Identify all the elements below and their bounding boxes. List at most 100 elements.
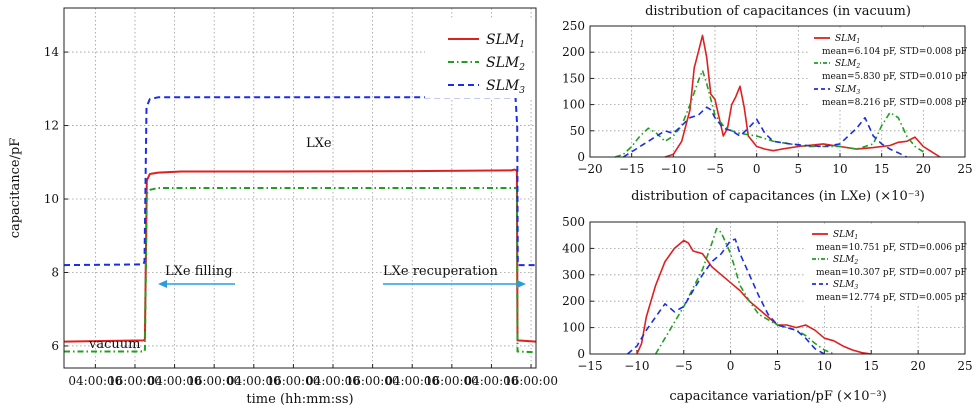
y-tick-label: 100	[562, 98, 585, 112]
y-tick-label: 400	[562, 241, 585, 255]
lxe-distribution-chart: 0 100 200 300 400 500 −15 −10 −5 0 5 10 15 20 25 capa…	[562, 215, 973, 404]
legend-label-slm2: SLM2	[486, 55, 525, 73]
x-tick-label: 5	[795, 162, 803, 176]
y-tick-labels: 6 8 10 12 14	[44, 45, 60, 353]
series-line-slm1	[664, 34, 941, 158]
legend-label-slm1: SLM1	[835, 34, 860, 45]
legend-box	[808, 30, 962, 110]
legend: SLM1 mean=6.104 pF, STD=0.008 pF SLM2 me…	[808, 30, 967, 110]
legend: SLM1 SLM2 SLM3	[425, 20, 532, 98]
legend-label-slm1: SLM1	[833, 230, 858, 241]
x-tick-label: −15	[619, 162, 644, 176]
legend-stats-slm2: mean=10.307 pF, STD=0.007 pF	[816, 268, 967, 278]
series-line-slm3	[622, 106, 908, 158]
legend-stats-slm3: mean=8.216 pF, STD=0.008 pF	[822, 98, 967, 108]
legend-label-slm3: SLM3	[835, 85, 860, 96]
x-tick-labels: −15 −10 −5 0 5 10 15 20 25	[577, 359, 972, 373]
y-tick-labels: 0 50 100 150 200 250	[562, 19, 585, 164]
x-tick-label: 04:00:00	[464, 374, 518, 388]
filling-annotation: LXe filling	[165, 264, 233, 279]
legend-label-slm1: SLM1	[486, 32, 525, 50]
plot-frame	[589, 25, 966, 158]
vacuum-distribution-chart: distribution of capacitances (in vacuum)…	[562, 4, 973, 204]
series-group	[614, 34, 941, 158]
x-tick-label: 16:00:00	[504, 374, 558, 388]
y-tick-label: 8	[51, 265, 59, 279]
y-tick-label: 250	[562, 19, 585, 33]
legend-box	[806, 226, 963, 306]
x-tick-label: 04:00:00	[227, 374, 281, 388]
x-axis-label: distribution of capacitances (in LXe) (×…	[631, 189, 925, 204]
x-tick-label: 16:00:00	[108, 374, 162, 388]
x-tick-label: 0	[727, 359, 735, 373]
filling-arrow-head	[158, 280, 167, 288]
series-line-slm2	[64, 187, 537, 354]
y-tick-label: 0	[577, 347, 585, 361]
x-tick-label: −15	[577, 359, 602, 373]
x-tick-label: 20	[910, 359, 925, 373]
x-tick-label: −5	[706, 162, 724, 176]
y-tick-label: 10	[44, 192, 59, 206]
x-tick-label: −5	[675, 359, 693, 373]
plot-frame	[589, 221, 966, 355]
series-line-slm1	[63, 168, 537, 343]
x-tick-label: 04:00:00	[68, 374, 122, 388]
x-axis-label: capacitance variation/pF (×10⁻³)	[669, 389, 886, 404]
series-line-slm3	[63, 96, 536, 267]
legend: SLM1 mean=10.751 pF, STD=0.006 pF SLM2 m…	[806, 226, 967, 306]
legend-stats-slm3: mean=12.774 pF, STD=0.005 pF	[816, 293, 967, 303]
y-tick-label: 150	[562, 71, 585, 85]
y-tick-label: 6	[51, 339, 59, 353]
y-tick-label: 50	[570, 124, 585, 138]
y-tick-label: 100	[562, 321, 585, 335]
chart-title: distribution of capacitances (in vacuum)	[645, 4, 911, 19]
x-tick-label: 0	[753, 162, 761, 176]
series-line-slm1	[636, 239, 872, 355]
legend-stats-slm2: mean=5.830 pF, STD=0.010 pF	[822, 72, 967, 82]
x-tick-label: −20	[577, 162, 602, 176]
y-tick-label: 0	[577, 150, 585, 164]
series-group	[63, 96, 537, 354]
x-tick-label: 25	[957, 359, 972, 373]
legend-stats-slm1: mean=10.751 pF, STD=0.006 pF	[816, 243, 967, 253]
series-group	[626, 227, 872, 355]
x-tick-label: −10	[624, 359, 649, 373]
y-tick-label: 300	[562, 268, 585, 282]
vacuum-annotation: vacuum	[88, 337, 140, 352]
legend-label-slm3: SLM3	[833, 280, 858, 291]
x-tick-label: 04:00:00	[385, 374, 439, 388]
recuperation-annotation: LXe recuperation	[383, 264, 498, 279]
legend-label-slm3: SLM3	[486, 78, 525, 96]
x-tick-label: 10	[817, 359, 832, 373]
x-tick-label: 16:00:00	[346, 374, 400, 388]
legend-stats-slm1: mean=6.104 pF, STD=0.008 pF	[822, 47, 967, 57]
y-tick-label: 200	[562, 45, 585, 59]
recuperation-arrow-head	[517, 280, 526, 288]
x-tick-label: 15	[874, 162, 889, 176]
x-tick-labels: −20 −15 −10 −5 0 5 10 15 20 25	[577, 162, 972, 176]
legend-label-slm2: SLM2	[833, 255, 858, 266]
y-tick-labels: 0 100 200 300 400 500	[562, 215, 585, 361]
series-line-slm2	[614, 69, 924, 158]
series-line-slm2	[654, 227, 835, 355]
x-tick-label: 20	[916, 162, 931, 176]
x-tick-label: 15	[864, 359, 879, 373]
y-tick-label: 12	[44, 119, 59, 133]
lxe-annotation: LXe	[306, 136, 332, 151]
plot-frame	[63, 7, 537, 369]
x-tick-label: −10	[661, 162, 686, 176]
x-tick-label: 04:00:00	[148, 374, 202, 388]
series-line-slm3	[626, 238, 825, 355]
x-tick-labels: 04:00:0016:00:0004:00:0016:00:0004:00:00…	[68, 374, 558, 388]
y-tick-label: 200	[562, 294, 585, 308]
x-tick-label: 10	[832, 162, 847, 176]
x-tick-label: 16:00:00	[425, 374, 479, 388]
y-tick-label: 14	[44, 45, 60, 59]
legend-label-slm2: SLM2	[835, 59, 860, 70]
x-tick-label: 25	[957, 162, 972, 176]
x-tick-label: 5	[774, 359, 782, 373]
y-tick-label: 500	[562, 215, 585, 229]
x-tick-label: 16:00:00	[266, 374, 320, 388]
